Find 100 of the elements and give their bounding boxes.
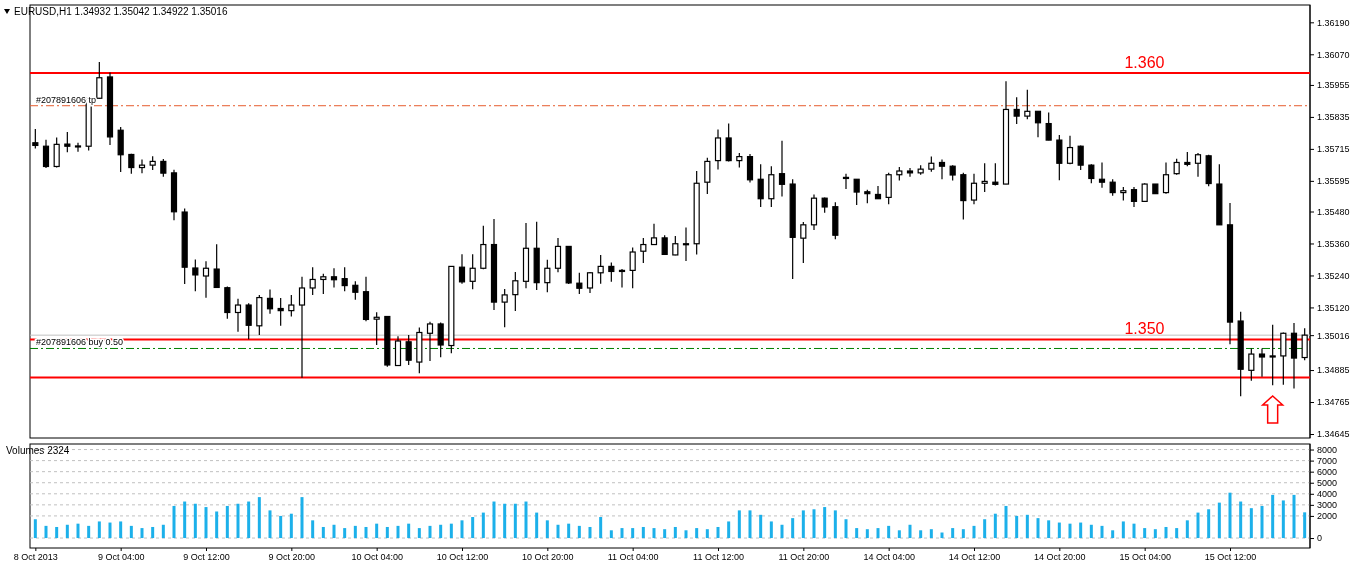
bar [417, 528, 421, 539]
bar [193, 503, 197, 539]
bar [887, 525, 891, 539]
bar [1164, 526, 1168, 539]
candlestick [458, 253, 466, 285]
x-tick-label: 9 Oct 20:00 [268, 552, 316, 563]
candlestick [885, 172, 892, 205]
bar [1036, 518, 1040, 539]
bar [673, 526, 677, 539]
candlestick [1024, 89, 1031, 120]
bar [641, 526, 645, 539]
bar [481, 512, 485, 539]
bar [268, 510, 272, 539]
bar [897, 530, 901, 539]
candlestick [618, 268, 626, 289]
x-tick-label: 14 Oct 04:00 [863, 552, 915, 563]
candlestick [1248, 347, 1255, 382]
bar [236, 503, 240, 539]
bar [695, 528, 699, 539]
bar [716, 526, 720, 539]
bar [567, 523, 571, 539]
bar [769, 521, 773, 539]
y-tick-label: 1.34645 [1317, 429, 1350, 440]
bar [524, 501, 528, 539]
bar [97, 521, 101, 539]
bar [1100, 525, 1104, 539]
bar [1303, 512, 1307, 539]
y-tick-label: 1.35715 [1317, 144, 1350, 155]
candlestick [426, 321, 434, 362]
candlestick [53, 136, 60, 169]
bar [247, 501, 251, 539]
bar [471, 517, 475, 539]
bar [65, 524, 69, 539]
x-tick-label: 9 Oct 04:00 [97, 552, 145, 563]
bar [1057, 522, 1061, 539]
y-tick-label: 1.34885 [1317, 365, 1350, 376]
bar [929, 529, 933, 539]
candlestick [1056, 134, 1063, 181]
bar [1068, 523, 1072, 539]
candlestick [288, 294, 295, 318]
bar [1196, 512, 1200, 539]
bar [33, 519, 37, 539]
bar [620, 528, 624, 539]
candlestick [245, 302, 252, 340]
y-tick-label: 1.35360 [1317, 238, 1350, 249]
bar [535, 512, 539, 539]
bar [300, 497, 304, 539]
bar [844, 519, 848, 539]
bar [161, 524, 165, 539]
y-tick-label: 1.35120 [1317, 302, 1350, 313]
candlestick [768, 165, 775, 208]
ref-line-label: #207891606 buy 0.50 [36, 337, 124, 348]
bar [87, 525, 91, 539]
bar [1025, 514, 1029, 539]
y-tick-label: 2000 [1317, 511, 1338, 522]
ref-line-label: 1.350 [1124, 320, 1165, 338]
y-tick-label: 0 [1317, 533, 1323, 544]
bar [1004, 505, 1008, 539]
bar [951, 528, 955, 539]
candlestick [1269, 324, 1276, 386]
bar [1121, 521, 1125, 539]
x-tick-label: 15 Oct 04:00 [1119, 552, 1171, 563]
bar [1217, 502, 1221, 539]
bar [556, 524, 560, 539]
bar [865, 529, 869, 539]
x-tick-label: 11 Oct 04:00 [607, 552, 659, 563]
candlestick [32, 128, 39, 150]
bar [1228, 492, 1232, 539]
x-tick-label: 11 Oct 12:00 [693, 552, 744, 563]
bar [289, 513, 293, 539]
candlestick [1013, 96, 1020, 125]
candlestick [298, 276, 306, 379]
candlestick [629, 246, 636, 289]
bar [140, 528, 144, 539]
candlestick [906, 167, 914, 178]
candlestick [234, 298, 242, 333]
bar [321, 526, 325, 539]
bar [663, 529, 667, 539]
bar [332, 524, 336, 539]
x-tick-label: 10 Oct 04:00 [351, 552, 403, 563]
candlestick [597, 254, 604, 285]
bar [577, 525, 581, 539]
y-tick-label: 6000 [1317, 467, 1338, 478]
y-tick-label: 3000 [1317, 500, 1338, 511]
candlestick [1280, 331, 1287, 386]
candlestick [213, 243, 220, 289]
candlestick [277, 297, 284, 327]
bar [513, 503, 517, 539]
y-tick-label: 1.35835 [1317, 112, 1350, 123]
candlestick [938, 158, 946, 180]
bar [460, 520, 464, 539]
y-tick-label: 1.35240 [1317, 270, 1350, 281]
bar [791, 518, 795, 539]
bar [279, 515, 283, 539]
bar [1185, 520, 1189, 539]
bar [204, 507, 208, 539]
candlestick [970, 173, 978, 205]
candlestick [554, 237, 562, 273]
candlestick [778, 140, 786, 198]
bar [609, 530, 613, 539]
